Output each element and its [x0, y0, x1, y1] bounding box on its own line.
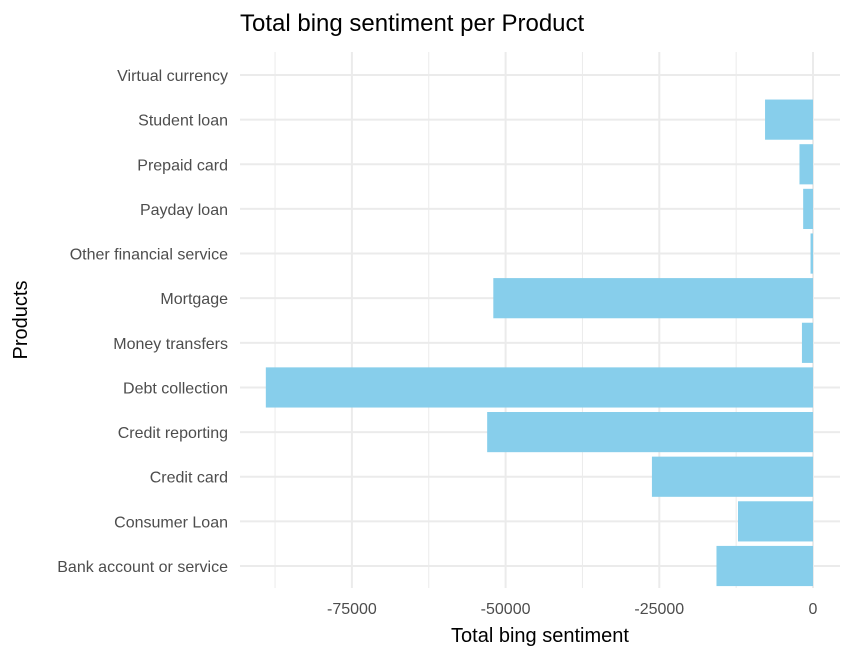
- y-tick-label: Money transfers: [113, 336, 228, 353]
- x-tick-label: -25000: [634, 601, 684, 618]
- y-tick-label: Mortgage: [160, 291, 228, 308]
- x-tick-label: -50000: [481, 601, 531, 618]
- y-tick-label: Credit card: [150, 470, 228, 487]
- y-tick-label: Bank account or service: [57, 559, 228, 576]
- bar: [265, 367, 813, 408]
- bar: [801, 322, 813, 363]
- y-tick-label: Credit reporting: [118, 425, 228, 442]
- y-tick-label: Debt collection: [123, 380, 228, 397]
- x-tick-labels: -75000 -50000 -25000 0: [327, 601, 818, 618]
- bar: [487, 412, 813, 453]
- y-tick-label: Virtual currency: [117, 68, 228, 85]
- chart-title: Total bing sentiment per Product: [240, 10, 585, 37]
- bar: [737, 501, 813, 542]
- y-axis-label: Products: [10, 281, 32, 360]
- x-axis-label: Total bing sentiment: [451, 625, 629, 647]
- bar: [651, 456, 813, 497]
- bar: [810, 233, 813, 274]
- y-tick-labels: Bank account or service Consumer Loan Cred…: [57, 68, 228, 576]
- bar: [799, 144, 813, 185]
- bar: [765, 99, 813, 140]
- bar: [716, 545, 813, 587]
- y-tick-label: Student loan: [138, 113, 228, 130]
- bar: [803, 188, 813, 229]
- bar: [493, 278, 813, 319]
- y-tick-label: Payday loan: [140, 202, 228, 219]
- y-tick-label: Other financial service: [70, 247, 228, 264]
- x-tick-label: 0: [809, 601, 818, 618]
- bars: [265, 99, 813, 587]
- x-tick-label: -75000: [327, 601, 377, 618]
- y-tick-label: Consumer Loan: [114, 514, 228, 531]
- y-tick-label: Prepaid card: [137, 157, 228, 174]
